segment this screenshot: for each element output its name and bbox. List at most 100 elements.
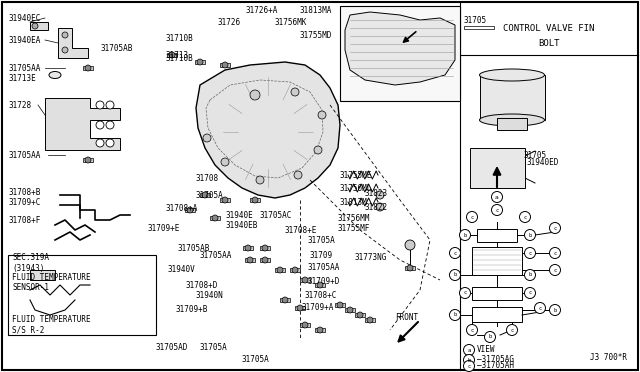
Text: 31755ME: 31755ME	[340, 170, 372, 180]
Circle shape	[302, 322, 308, 328]
Text: 31708+A: 31708+A	[165, 203, 197, 212]
Circle shape	[506, 324, 518, 336]
Text: FLUID TEMPERATURE: FLUID TEMPERATURE	[12, 273, 91, 282]
Circle shape	[463, 355, 474, 366]
Bar	[210, 216, 220, 220]
Circle shape	[449, 269, 461, 280]
Bar	[295, 306, 305, 310]
Bar	[220, 63, 230, 67]
Bar	[280, 298, 290, 302]
Circle shape	[212, 215, 218, 221]
Circle shape	[96, 101, 104, 109]
Circle shape	[85, 65, 91, 71]
Text: 31709+C: 31709+C	[8, 198, 40, 206]
Bar	[472, 287, 522, 300]
Text: a: a	[467, 347, 470, 353]
Bar	[260, 258, 270, 262]
Text: a: a	[495, 195, 499, 199]
Circle shape	[169, 52, 175, 58]
Bar	[275, 268, 285, 272]
Text: 31705AA: 31705AA	[200, 250, 232, 260]
Bar	[220, 198, 230, 202]
Bar	[185, 208, 195, 212]
Bar	[345, 308, 355, 312]
Bar	[260, 246, 270, 250]
Bar	[30, 270, 55, 280]
Text: SEC.319A: SEC.319A	[12, 253, 49, 263]
Text: b: b	[453, 273, 456, 278]
Circle shape	[203, 134, 211, 142]
Circle shape	[317, 282, 323, 288]
Text: 31708+B: 31708+B	[8, 187, 40, 196]
Circle shape	[550, 264, 561, 276]
Text: 31822: 31822	[365, 202, 388, 212]
Bar	[200, 193, 210, 197]
Circle shape	[221, 158, 229, 166]
Circle shape	[525, 269, 536, 280]
Circle shape	[460, 288, 470, 298]
Text: 31709+A: 31709+A	[302, 304, 334, 312]
Circle shape	[96, 139, 104, 147]
Bar	[290, 268, 300, 272]
Circle shape	[525, 288, 536, 298]
Text: 31708+D: 31708+D	[185, 280, 218, 289]
Text: 31710B: 31710B	[165, 33, 193, 42]
Circle shape	[347, 307, 353, 313]
Bar	[464, 26, 494, 29]
Text: 31755MD: 31755MD	[300, 31, 332, 39]
Bar	[250, 198, 260, 202]
Circle shape	[197, 59, 203, 65]
Text: b: b	[529, 273, 532, 278]
Text: b: b	[453, 312, 456, 317]
Polygon shape	[30, 22, 48, 30]
Text: 31823: 31823	[365, 189, 388, 198]
Circle shape	[262, 257, 268, 263]
Circle shape	[32, 23, 38, 29]
Text: 31709+B: 31709+B	[175, 305, 207, 314]
Circle shape	[302, 277, 308, 283]
Circle shape	[62, 32, 68, 38]
Text: 31705AB: 31705AB	[178, 244, 211, 253]
Circle shape	[550, 247, 561, 259]
Bar	[355, 313, 365, 317]
Text: 31726+A: 31726+A	[245, 6, 277, 15]
Text: 31713E: 31713E	[8, 74, 36, 83]
Circle shape	[525, 230, 536, 241]
Polygon shape	[196, 62, 340, 198]
Circle shape	[520, 212, 531, 222]
Text: c: c	[538, 305, 541, 311]
Text: 31813MA: 31813MA	[300, 6, 332, 15]
Bar	[477, 229, 517, 242]
Text: 31940EA: 31940EA	[8, 35, 40, 45]
Text: b: b	[488, 334, 492, 340]
Text: BOLT: BOLT	[538, 38, 560, 48]
Text: J3 700*R: J3 700*R	[590, 353, 627, 362]
Circle shape	[463, 344, 474, 356]
Text: c: c	[510, 327, 514, 333]
Circle shape	[62, 47, 68, 53]
Bar	[167, 53, 177, 57]
Text: SENSOR-1: SENSOR-1	[12, 283, 49, 292]
Text: 31705: 31705	[524, 151, 547, 160]
Circle shape	[460, 230, 470, 241]
Circle shape	[282, 297, 288, 303]
Text: 31705AD: 31705AD	[155, 343, 188, 353]
Text: 31708+F: 31708+F	[8, 215, 40, 224]
Bar	[315, 328, 325, 332]
Circle shape	[337, 302, 343, 308]
Text: 31813M: 31813M	[340, 198, 368, 206]
Text: 31708+E: 31708+E	[285, 225, 317, 234]
Text: 31726: 31726	[218, 17, 241, 26]
Circle shape	[294, 171, 302, 179]
Text: 31705A: 31705A	[308, 235, 336, 244]
Text: b: b	[529, 232, 532, 237]
Text: 31709+E: 31709+E	[148, 224, 180, 232]
Text: 31705A: 31705A	[195, 190, 223, 199]
Circle shape	[297, 305, 303, 311]
Circle shape	[247, 257, 253, 263]
Bar	[335, 303, 345, 307]
Text: 31756MM: 31756MM	[338, 214, 371, 222]
Circle shape	[318, 111, 326, 119]
Circle shape	[291, 88, 299, 96]
Text: c: c	[470, 327, 474, 333]
